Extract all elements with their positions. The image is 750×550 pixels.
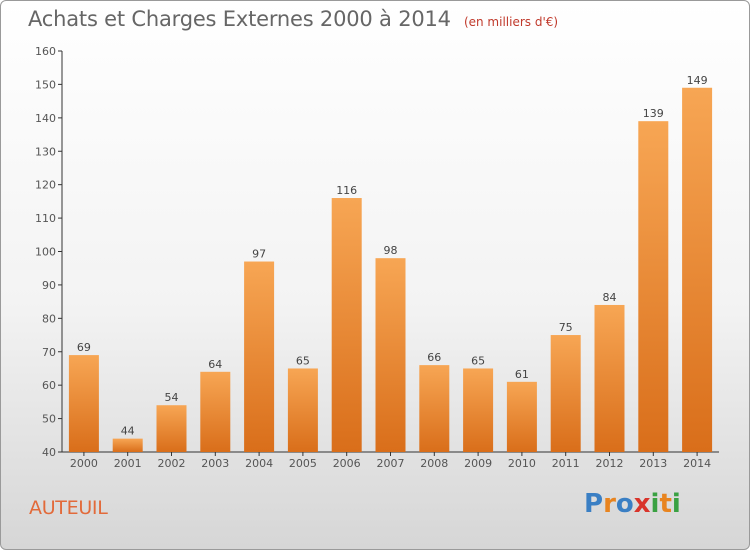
value-label-2013: 139 bbox=[643, 107, 664, 120]
logo-letter: i bbox=[650, 489, 660, 519]
value-label-2006: 116 bbox=[336, 184, 357, 197]
proxiti-logo: Proxiti bbox=[584, 489, 681, 519]
bar-2003 bbox=[200, 371, 231, 452]
y-tick-label: 140 bbox=[35, 112, 56, 125]
x-tick-label: 2011 bbox=[552, 457, 580, 470]
value-label-2003: 64 bbox=[208, 358, 222, 371]
y-tick-label: 100 bbox=[35, 246, 56, 259]
x-axis: 2000 2001 2002 2003 2004 2005 2006 2007 2008 2009… bbox=[62, 451, 719, 470]
chart-subtitle: (en milliers d'€) bbox=[463, 15, 559, 29]
logo-letter: x bbox=[633, 489, 651, 519]
x-tick-label: 2008 bbox=[420, 457, 448, 470]
x-tick-label: 2013 bbox=[639, 457, 667, 470]
bar-2006 bbox=[331, 198, 362, 452]
y-tick-label: 160 bbox=[35, 45, 56, 58]
y-tick-label: 110 bbox=[35, 212, 56, 225]
bar-2007 bbox=[375, 258, 406, 452]
y-tick-label: 120 bbox=[35, 179, 56, 192]
bar-2005 bbox=[287, 368, 318, 452]
logo-letter: i bbox=[671, 489, 681, 519]
y-tick-label: 40 bbox=[42, 446, 56, 459]
x-tick-label: 2001 bbox=[114, 457, 142, 470]
value-label-2011: 75 bbox=[559, 321, 573, 334]
bar-2000 bbox=[68, 355, 99, 452]
y-tick-label: 90 bbox=[42, 279, 56, 292]
bar-2002 bbox=[156, 405, 187, 452]
bar-2008 bbox=[419, 365, 450, 452]
bar-2013 bbox=[638, 121, 669, 453]
bar-2012 bbox=[594, 304, 625, 452]
value-label-2001: 44 bbox=[121, 425, 135, 438]
value-label-2012: 84 bbox=[603, 291, 617, 304]
y-tick-label: 130 bbox=[35, 145, 56, 158]
bar-2004 bbox=[244, 261, 275, 452]
x-tick-label: 2012 bbox=[596, 457, 624, 470]
value-label-2010: 61 bbox=[515, 368, 529, 381]
y-tick-label: 70 bbox=[42, 346, 56, 359]
y-axis: 40 50 60 70 80 90 100 110 120 130 140 150 160 bbox=[35, 45, 63, 459]
x-tick-label: 2014 bbox=[683, 457, 711, 470]
title-row: Achats et Charges Externes 2000 à 2014 (… bbox=[28, 7, 558, 31]
data-labels: 69 44 54 64 97 65 116 98 66 65 61 75 84 139 149 bbox=[77, 74, 708, 438]
y-tick-label: 80 bbox=[42, 312, 56, 325]
logo-letter: P bbox=[584, 489, 604, 519]
x-tick-label: 2000 bbox=[70, 457, 98, 470]
logo-letter: t bbox=[659, 489, 672, 519]
x-tick-label: 2002 bbox=[158, 457, 186, 470]
value-label-2000: 69 bbox=[77, 341, 91, 354]
value-label-2008: 66 bbox=[427, 351, 441, 364]
chart-title: Achats et Charges Externes 2000 à 2014 bbox=[28, 7, 451, 31]
logo-letter: r bbox=[603, 489, 616, 519]
bars bbox=[68, 87, 713, 453]
value-label-2007: 98 bbox=[384, 244, 398, 257]
value-label-2002: 54 bbox=[165, 391, 179, 404]
bar-2014 bbox=[682, 87, 713, 452]
bar-2010 bbox=[506, 381, 537, 452]
x-tick-label: 2005 bbox=[289, 457, 317, 470]
commune-name: AUTEUIL bbox=[29, 497, 108, 519]
y-tick-label: 50 bbox=[42, 413, 56, 426]
x-tick-label: 2006 bbox=[333, 457, 361, 470]
value-label-2009: 65 bbox=[471, 354, 485, 367]
x-tick-label: 2007 bbox=[377, 457, 405, 470]
x-tick-label: 2009 bbox=[464, 457, 492, 470]
logo-letter: o bbox=[615, 489, 634, 519]
x-tick-label: 2010 bbox=[508, 457, 536, 470]
y-tick-label: 60 bbox=[42, 379, 56, 392]
bar-2011 bbox=[550, 335, 581, 452]
value-label-2004: 97 bbox=[252, 248, 266, 261]
value-label-2014: 149 bbox=[687, 74, 708, 87]
bar-2009 bbox=[463, 368, 494, 452]
x-tick-label: 2003 bbox=[201, 457, 229, 470]
y-tick-label: 150 bbox=[35, 78, 56, 91]
value-label-2005: 65 bbox=[296, 354, 310, 367]
x-tick-label: 2004 bbox=[245, 457, 273, 470]
bar-2001 bbox=[112, 438, 143, 452]
